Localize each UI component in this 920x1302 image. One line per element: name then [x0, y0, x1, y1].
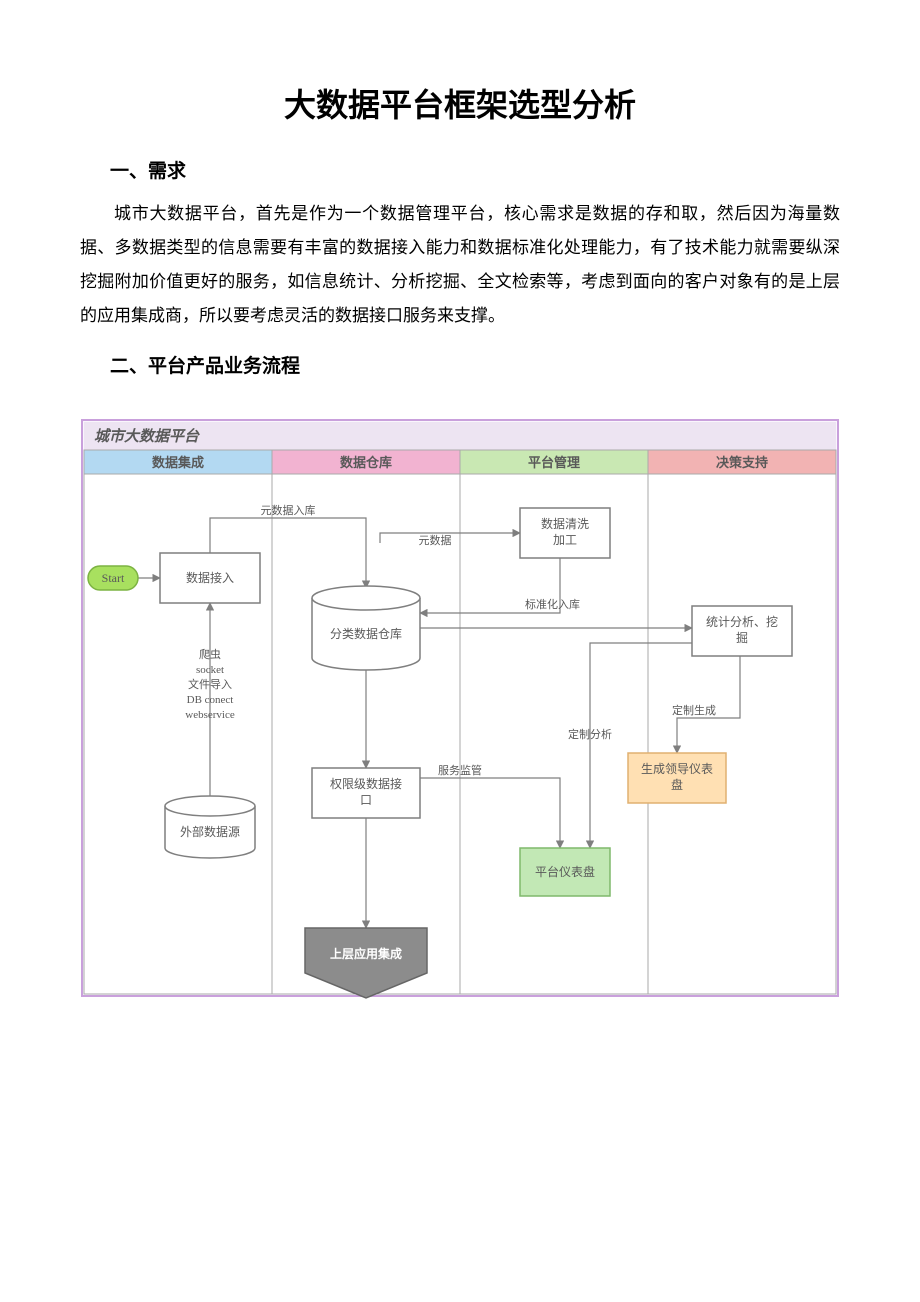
doc-title: 大数据平台框架选型分析	[80, 80, 840, 126]
edge-label-std-in: 标准化入库	[525, 597, 580, 611]
side-text-2: socket	[196, 664, 224, 676]
side-text-1: 爬虫	[199, 648, 221, 661]
node-ingest-label: 数据接入	[186, 570, 234, 585]
document-page: 大数据平台框架选型分析 一、需求 城市大数据平台，首先是作为一个数据管理平台，核…	[0, 0, 920, 1078]
node-stats-label2: 掘	[736, 630, 748, 645]
lane-label-2: 平台管理	[528, 455, 580, 470]
node-dash-label: 平台仪表盘	[535, 864, 595, 879]
side-text-4: DB conect	[187, 694, 234, 706]
lane-body-3	[648, 474, 836, 994]
edge-label-meta-in: 元数据入库	[261, 503, 316, 517]
lane-body-0	[84, 474, 272, 994]
lane-label-3: 决策支持	[716, 455, 768, 470]
edge-label-cust-gen: 定制生成	[672, 703, 716, 717]
node-upper-label: 上层应用集成	[330, 946, 402, 961]
diagram-title: 城市大数据平台	[94, 427, 200, 445]
node-ext-src-label: 外部数据源	[180, 824, 240, 839]
flowchart-svg: 城市大数据平台 数据集成 数据仓库 平台管理 决策支持 元数据入	[80, 418, 840, 1038]
section-2-heading: 二、平台产品业务流程	[110, 351, 840, 378]
node-perm-if-label2: 口	[360, 793, 372, 807]
node-warehouse-label: 分类数据仓库	[330, 626, 402, 641]
side-text-3: 文件导入	[188, 677, 232, 691]
edge-label-meta: 元数据	[419, 533, 452, 547]
flowchart-diagram: 城市大数据平台 数据集成 数据仓库 平台管理 决策支持 元数据入	[80, 418, 840, 1038]
node-clean-label1: 数据清洗	[541, 516, 589, 531]
node-leader-label2: 盘	[671, 777, 683, 792]
section-1-body: 城市大数据平台，首先是作为一个数据管理平台，核心需求是数据的存和取，然后因为海量…	[80, 197, 840, 333]
edge-label-cust-an: 定制分析	[568, 727, 612, 741]
side-text-5: webservice	[185, 709, 235, 721]
node-perm-if-label1: 权限级数据接	[330, 776, 402, 791]
lane-label-0: 数据集成	[152, 455, 204, 470]
node-clean-label2: 加工	[553, 533, 577, 547]
edge-label-svc-mon: 服务监管	[438, 763, 482, 777]
node-stats-label1: 统计分析、挖	[706, 614, 778, 629]
lane-label-1: 数据仓库	[340, 455, 392, 470]
node-start-label: Start	[102, 571, 125, 585]
section-1-heading: 一、需求	[110, 156, 840, 183]
node-leader-label1: 生成领导仪表	[641, 762, 713, 776]
